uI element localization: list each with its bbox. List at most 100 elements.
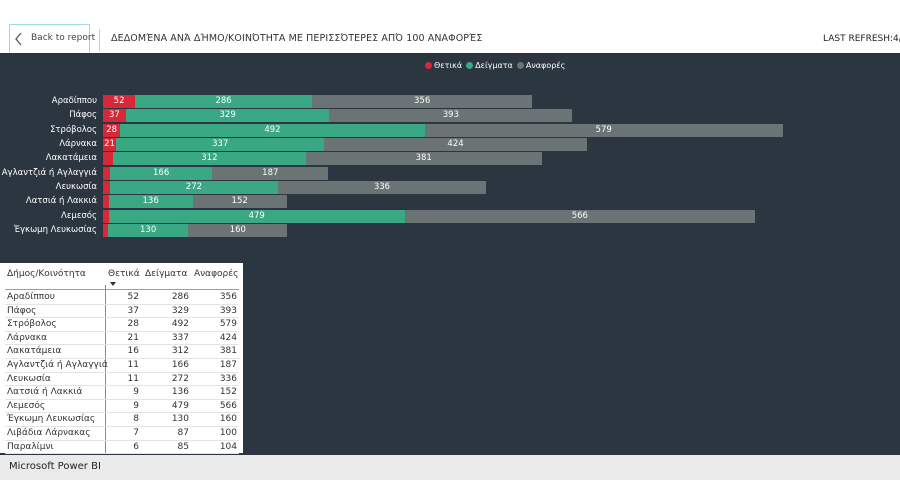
bar-reports[interactable] — [305, 152, 542, 166]
bar-value-label: 160 — [229, 225, 246, 236]
bar-positive[interactable] — [103, 166, 110, 180]
legend-label-reports: Αναφορές — [525, 61, 566, 70]
bar-reports[interactable] — [192, 195, 287, 209]
table-cell: 336 — [219, 373, 237, 384]
bar-reports[interactable] — [424, 123, 783, 137]
table-row[interactable]: Λεμεσός 9 479 566 — [5, 400, 239, 414]
category-label: Λατσιά ή Λακκιά — [25, 196, 97, 207]
table-cell: Λακατάμεια — [7, 346, 62, 357]
table-row[interactable]: Αγλαντζιά ή Αγλαγγιά 11 166 187 — [5, 359, 239, 373]
bar-samples[interactable] — [108, 209, 405, 223]
table-row[interactable]: Έγκωμη Λευκωσίας 8 130 160 — [5, 413, 239, 427]
bar-reports[interactable] — [404, 209, 755, 223]
table-cell: 37 — [127, 305, 139, 316]
bar-value-label: 492 — [264, 124, 281, 135]
bar-value-label: 272 — [185, 182, 203, 193]
table-header-positive[interactable]: Θετικά — [108, 269, 140, 279]
chart-legend: Θετικά Δείγματα Αναφορές — [425, 61, 565, 70]
table-cell: 393 — [219, 305, 237, 316]
bar-positive[interactable] — [103, 195, 109, 209]
table-cell: Λευκωσία — [7, 373, 51, 384]
table-cell: 130 — [171, 414, 189, 425]
sort-descending-icon[interactable] — [110, 282, 116, 286]
table-cell: Λατσιά ή Λακκιά — [7, 387, 83, 398]
last-refresh-text: LAST REFRESH:4/12/ — [823, 34, 900, 44]
bar-reports[interactable] — [188, 224, 288, 238]
table-header-municipality[interactable]: Δήμος/Κοινότητα — [7, 269, 86, 279]
bar-samples[interactable] — [107, 224, 189, 238]
bar-positive[interactable] — [103, 152, 113, 166]
table-row[interactable]: Πάφος 37 329 393 — [5, 305, 239, 319]
power-bi-brand[interactable]: Microsoft Power BI — [9, 461, 101, 472]
bar-positive[interactable] — [103, 181, 110, 195]
table-row[interactable]: Λευκωσία 11 272 336 — [5, 373, 239, 387]
table-cell: 187 — [219, 360, 237, 370]
bar-samples[interactable] — [125, 109, 330, 123]
table-row[interactable]: Λακατάμεια 16 312 381 — [5, 345, 239, 359]
table-cell: Πάφος — [7, 305, 37, 316]
bar-value-label: 187 — [262, 167, 279, 178]
bar-value-label: 479 — [248, 210, 265, 221]
table-cell: Αγλαντζιά ή Αγλαγγιά — [7, 360, 108, 370]
legend-item-samples[interactable]: Δείγματα — [466, 61, 513, 70]
bar-samples[interactable] — [120, 123, 425, 137]
table-row[interactable]: Λάρνακα 21 337 424 — [5, 332, 239, 346]
table-cell: 6 — [133, 441, 139, 452]
table-cell: 9 — [133, 387, 139, 398]
bar-positive[interactable] — [103, 138, 116, 152]
back-to-report-button[interactable]: Back to report — [9, 24, 95, 54]
legend-label-positive: Θετικά — [434, 61, 463, 70]
bar-value-label: 152 — [231, 196, 248, 207]
table-cell: Στρόβολος — [7, 319, 57, 330]
table-cell: Έγκωμη Λευκωσίας — [7, 414, 96, 425]
bar-positive[interactable] — [103, 109, 126, 123]
bar-samples[interactable] — [109, 181, 279, 195]
table-row[interactable]: Λιβάδια Λάρνακας 7 87 100 — [5, 427, 239, 441]
table-header-reports[interactable]: Αναφορές — [194, 269, 239, 279]
table-row[interactable]: Παραλίμνι 6 85 104 — [5, 441, 239, 455]
category-label: Λάρνακα — [59, 139, 97, 150]
bar-positive[interactable] — [103, 123, 121, 137]
bar-reports[interactable] — [278, 181, 486, 195]
table-cell: 312 — [171, 346, 189, 357]
category-label: Στρόβολος — [50, 124, 97, 135]
bar-value-label: 136 — [142, 196, 159, 207]
table-row[interactable]: Στρόβολος 28 492 579 — [5, 318, 239, 332]
bar-samples[interactable] — [109, 166, 213, 180]
bar-value-label: 337 — [212, 139, 229, 150]
bar-positive[interactable] — [103, 209, 109, 223]
chevron-left-icon — [15, 32, 22, 46]
bar-value-label: 130 — [140, 225, 157, 236]
table-cell: 21 — [127, 332, 139, 343]
bar-value-label: 28 — [106, 124, 118, 135]
bar-reports[interactable] — [329, 109, 573, 123]
bar-samples[interactable] — [112, 152, 306, 166]
table-cell: 286 — [171, 292, 189, 302]
bar-reports[interactable] — [212, 166, 329, 180]
table-cell: 337 — [171, 332, 189, 343]
bar-samples[interactable] — [115, 138, 325, 152]
bar-positive[interactable] — [103, 224, 108, 238]
table-header-samples[interactable]: Δείγματα — [145, 269, 188, 279]
table-cell: Λεμεσός — [7, 400, 46, 411]
bar-positive[interactable] — [103, 95, 136, 108]
bar-samples[interactable] — [135, 95, 313, 108]
table-cell: Λάρνακα — [7, 332, 47, 343]
table-cell: 166 — [171, 360, 189, 370]
table-cell: 329 — [171, 305, 189, 316]
category-label: Αγλαντζιά ή Αγλαγγιά — [1, 167, 97, 178]
bar-value-label: 312 — [201, 153, 218, 164]
legend-item-reports[interactable]: Αναφορές — [516, 61, 566, 70]
legend-item-positive[interactable]: Θετικά — [425, 61, 462, 70]
bar-value-label: 52 — [113, 96, 125, 106]
table-row[interactable]: Αραδίππου 52 286 356 — [5, 291, 239, 305]
bar-reports[interactable] — [324, 138, 587, 152]
table-cell: 160 — [219, 414, 237, 425]
bar-reports[interactable] — [312, 95, 533, 108]
table-cell: 104 — [219, 441, 237, 452]
table-row[interactable]: Λατσιά ή Λακκιά 9 136 152 — [5, 386, 239, 400]
bar-samples[interactable] — [108, 195, 193, 209]
table-cell: 492 — [171, 319, 189, 330]
table-cell: 356 — [219, 292, 237, 302]
bar-value-label: 329 — [219, 110, 236, 121]
